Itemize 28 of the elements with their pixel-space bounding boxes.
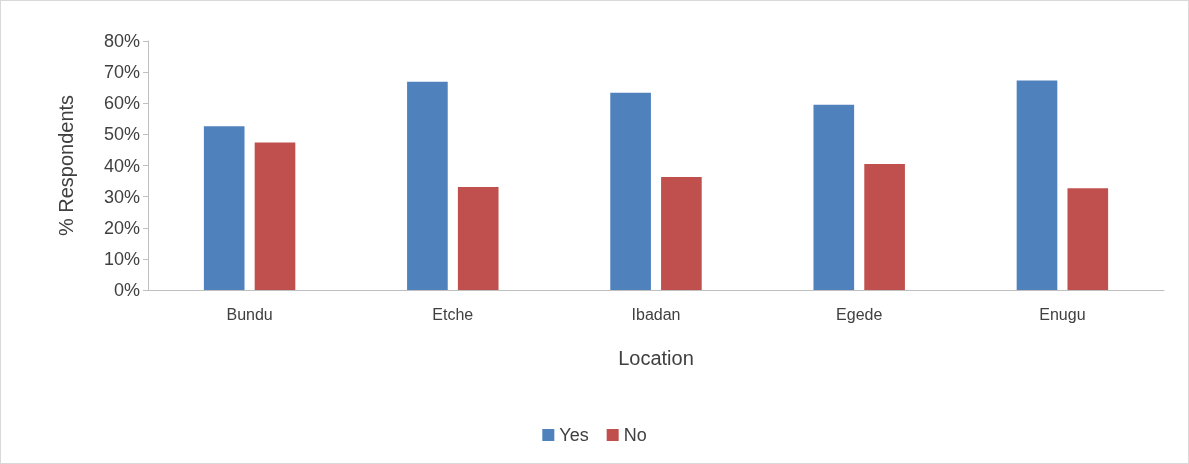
x-tick-label: Etche — [432, 305, 474, 323]
y-tick-label: 70% — [103, 62, 140, 83]
y-tick-label: 60% — [103, 93, 140, 114]
bar — [1016, 80, 1058, 290]
bar — [813, 104, 855, 290]
y-tick-label: 50% — [103, 124, 140, 145]
x-tick-label: Bundu — [226, 305, 273, 323]
bar — [407, 81, 448, 290]
bar — [661, 177, 702, 290]
bar — [864, 163, 905, 290]
y-tick-label: 10% — [103, 248, 140, 269]
y-tick-label: 0% — [113, 280, 140, 300]
bar — [203, 126, 245, 290]
y-tick-label: 80% — [103, 31, 140, 51]
y-tick-label: 20% — [103, 217, 140, 238]
bar — [1067, 188, 1109, 290]
x-tick-label: Enugu — [1039, 305, 1086, 323]
y-tick-label: 40% — [103, 155, 140, 176]
bar — [610, 92, 651, 290]
y-tick-label: 30% — [103, 186, 140, 207]
y-axis-title: % Respondents — [55, 94, 77, 237]
bar — [457, 186, 499, 290]
x-tick-label: Ibadan — [631, 305, 681, 323]
legend-label: No — [623, 425, 647, 445]
legend-label: Yes — [559, 425, 589, 445]
bar — [254, 142, 296, 290]
x-tick-label: Egede — [836, 305, 883, 323]
x-axis-title: Location — [618, 347, 694, 369]
